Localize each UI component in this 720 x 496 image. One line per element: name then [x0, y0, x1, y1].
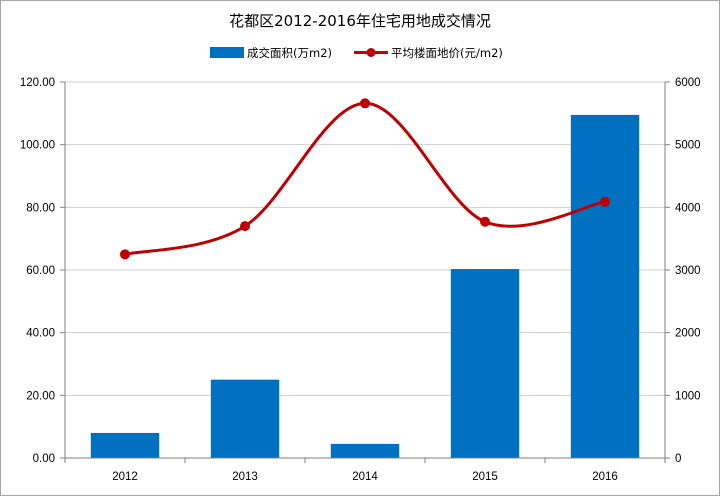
x-tick-label: 2012	[112, 471, 138, 483]
right-tick-label: 0	[675, 453, 681, 465]
line-marker	[240, 221, 250, 232]
x-tick-label: 2013	[232, 471, 258, 483]
left-tick-label: 100.00	[20, 140, 55, 152]
line-marker	[600, 196, 610, 207]
chart-title: 花都区2012-2016年住宅用地成交情况	[229, 12, 491, 30]
left-tick-label: 120.00	[20, 77, 55, 89]
axes: 0.00 20.00 40.00 60.00 80.00 100.00 120.00 0 100…	[20, 77, 701, 483]
bar	[570, 114, 640, 459]
line-path	[124, 101, 606, 256]
line-marker	[360, 98, 370, 109]
line-series	[120, 98, 610, 260]
line-marker	[480, 216, 490, 227]
right-tick-label: 1000	[675, 390, 701, 402]
right-tick-label: 6000	[675, 77, 701, 89]
left-tick-label: 60.00	[26, 265, 55, 277]
legend-bar-swatch	[210, 47, 244, 58]
left-tick-label: 0.00	[33, 453, 55, 465]
left-tick-label: 80.00	[26, 202, 55, 214]
legend-line-label: 平均楼面地价(元/m2)	[391, 46, 503, 60]
bar	[210, 379, 280, 458]
bar-series	[90, 114, 640, 459]
x-tick-label: 2014	[352, 471, 378, 483]
right-tick-label: 4000	[675, 202, 701, 214]
legend-line-marker	[366, 48, 376, 57]
legend-bar-label: 成交面积(万m2)	[247, 46, 332, 60]
left-tick-label: 40.00	[26, 328, 55, 340]
bar	[90, 432, 160, 458]
right-tick-label: 2000	[675, 328, 701, 340]
right-tick-label: 3000	[675, 265, 701, 277]
x-tick-label: 2015	[472, 471, 498, 483]
legend: 成交面积(万m2) 平均楼面地价(元/m2)	[210, 46, 503, 60]
line-marker	[120, 249, 130, 260]
right-tick-label: 5000	[675, 140, 701, 152]
left-tick-label: 20.00	[26, 390, 55, 402]
bar	[450, 269, 520, 458]
gridlines	[65, 81, 665, 396]
x-tick-label: 2016	[592, 471, 618, 483]
bar	[330, 443, 400, 458]
